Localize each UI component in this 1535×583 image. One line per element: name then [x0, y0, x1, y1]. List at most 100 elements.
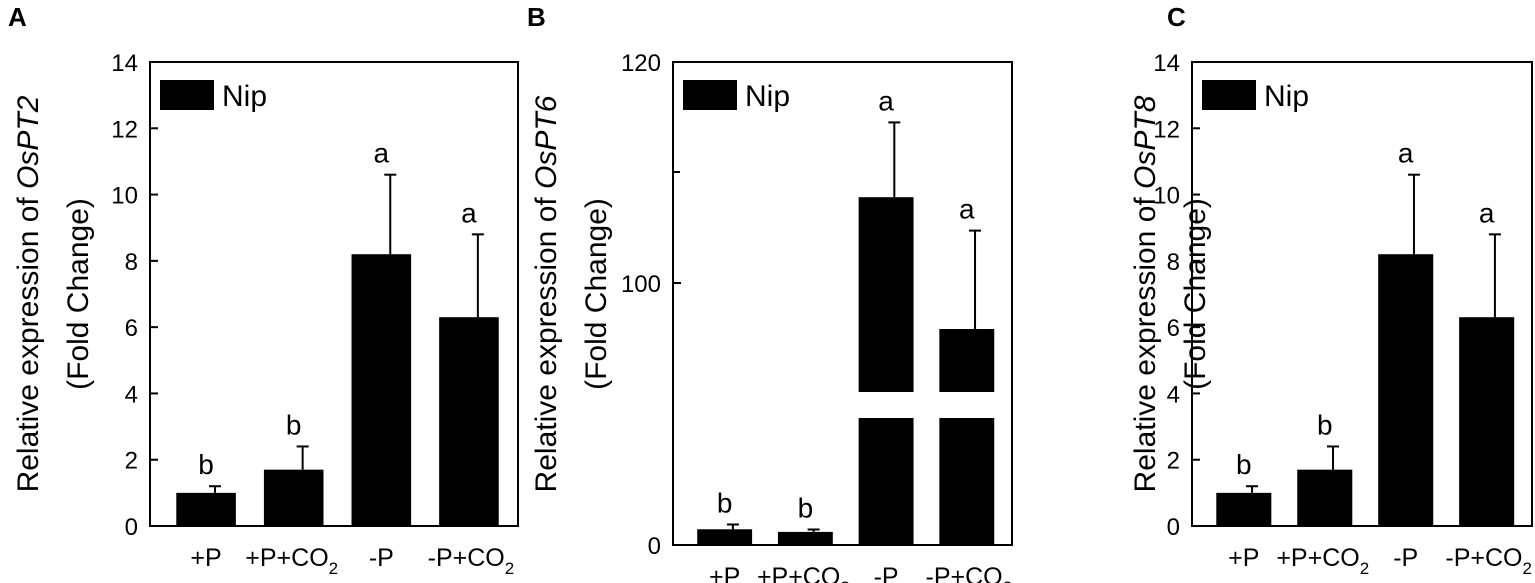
y-axis-label-line2: (Fold Change) [580, 198, 613, 390]
chart-panel-b: B 0 100 120 Relative expression of OsPT6 (Fol… [527, 2, 1013, 583]
y-tick-label: 6 [1167, 315, 1180, 342]
y-axis-label-gene: OsPT6 [530, 95, 563, 189]
significance-label: a [878, 85, 894, 116]
x-tick-label-main: +P+CO [245, 544, 328, 572]
legend-label: Nip [222, 80, 267, 113]
legend-swatch [1202, 80, 1256, 110]
x-tick-label-subscript: 2 [505, 559, 514, 578]
x-tick-label-main: +P+CO [1276, 544, 1359, 572]
x-tick-label-subscript: 2 [329, 559, 338, 578]
bar [439, 317, 499, 526]
y-tick-label: 8 [1167, 249, 1180, 276]
x-tick-label-main: +P+CO [757, 563, 840, 583]
y-axis-label-gene: OsPT8 [1129, 95, 1162, 189]
y-tick-label: 4 [1167, 381, 1180, 408]
legend: Nip [1202, 80, 1309, 113]
x-tick-label: -P [874, 563, 899, 583]
bar [176, 492, 236, 526]
panel-letter: A [8, 2, 27, 32]
y-tick-label: 14 [111, 50, 138, 77]
y-tick-label: 120 [621, 50, 661, 77]
x-tick-label: -P [1393, 544, 1418, 572]
y-axis-label-gene: OsPT2 [12, 95, 45, 189]
y-tick-label: 14 [1153, 50, 1180, 77]
x-tick-label: +P [190, 544, 221, 572]
x-tick-label-subscript: 2 [1003, 578, 1012, 583]
significance-label: a [1479, 197, 1495, 228]
significance-label: b [798, 493, 814, 524]
y-axis-label-line2: (Fold Change) [1179, 198, 1212, 390]
x-tick-label: -P+CO2 [926, 563, 1013, 583]
bar [1216, 492, 1272, 526]
y-axis-label-text: Relative expression of [12, 189, 45, 493]
x-tick-label: +P+CO2 [1276, 544, 1369, 578]
y-axis-label-text: Relative expression of [1129, 189, 1162, 493]
y-tick-label: 0 [648, 533, 661, 560]
x-tick-label-main: +P [190, 544, 221, 572]
bar-lower-segment [858, 418, 914, 545]
plot-frame [672, 61, 1013, 546]
x-tick-label: +P [1228, 544, 1259, 572]
legend-label: Nip [745, 80, 790, 113]
legend-label: Nip [1264, 80, 1309, 113]
bar [351, 254, 412, 526]
legend-swatch [683, 80, 737, 110]
y-tick-label: 2 [1167, 448, 1180, 475]
x-tick-label: +P+CO2 [245, 544, 338, 578]
x-tick-label-main: +P [709, 563, 740, 583]
significance-label: b [1317, 409, 1333, 440]
y-tick-label: 100 [621, 271, 661, 298]
significance-label: a [461, 197, 477, 228]
significance-label: b [198, 449, 214, 480]
significance-label: b [1236, 449, 1252, 480]
y-axis-label-text: Relative expression of [530, 189, 563, 493]
significance-label: b [717, 487, 733, 518]
x-tick-label: +P [709, 563, 740, 583]
x-tick-label-main: -P [874, 563, 899, 583]
bar-lower-segment [939, 418, 995, 545]
y-tick-label: 10 [1153, 183, 1180, 210]
x-tick-label-subscript: 2 [1522, 559, 1531, 578]
chart-panel-a: A 0 2 4 6 8 10 12 14 Relative expression of OsPT2… [8, 2, 519, 578]
panel-letter: B [527, 2, 546, 32]
bar [1378, 254, 1434, 526]
bar [1459, 317, 1515, 526]
x-tick-label-subscript: 2 [1360, 559, 1369, 578]
y-tick-label: 4 [125, 381, 138, 408]
panel-letter: C [1167, 2, 1186, 32]
bar [263, 469, 324, 526]
x-tick-label: -P [369, 544, 394, 572]
legend: Nip [683, 80, 790, 113]
y-tick-label: 12 [1153, 116, 1180, 143]
legend: Nip [160, 80, 267, 113]
bar [858, 197, 914, 392]
legend-swatch [160, 80, 214, 110]
y-tick-label: 8 [125, 249, 138, 276]
x-tick-label: -P+CO2 [1445, 544, 1532, 578]
significance-label: b [286, 409, 302, 440]
x-tick-label-subscript: 2 [840, 578, 849, 583]
x-tick-label: +P+CO2 [757, 563, 850, 583]
chart-panel-c: C 0 2 4 6 8 10 12 14 Relative expression of OsPT8… [1129, 2, 1533, 578]
y-axis-label: Relative expression of OsPT2 [12, 95, 45, 492]
x-tick-label-main: +P [1228, 544, 1259, 572]
x-tick-label-main: -P+CO [926, 563, 1003, 583]
y-tick-label: 12 [111, 116, 138, 143]
y-tick-label: 10 [111, 183, 138, 210]
y-axis-label-line2: (Fold Change) [62, 198, 95, 390]
y-axis-label: Relative expression of OsPT6 [530, 95, 563, 492]
significance-label: a [374, 138, 390, 169]
x-tick-label-main: -P+CO [1445, 544, 1522, 572]
x-tick-label: -P+CO2 [428, 544, 515, 578]
y-tick-label: 2 [125, 448, 138, 475]
bar [939, 329, 995, 392]
x-tick-label-main: -P [1393, 544, 1418, 572]
bar [1297, 469, 1353, 526]
y-tick-label: 0 [125, 514, 138, 541]
bar [777, 531, 833, 545]
y-axis-label: Relative expression of OsPT8 [1129, 95, 1162, 492]
y-tick-label: 6 [125, 315, 138, 342]
x-tick-label-main: -P [369, 544, 394, 572]
x-tick-label-main: -P+CO [428, 544, 505, 572]
